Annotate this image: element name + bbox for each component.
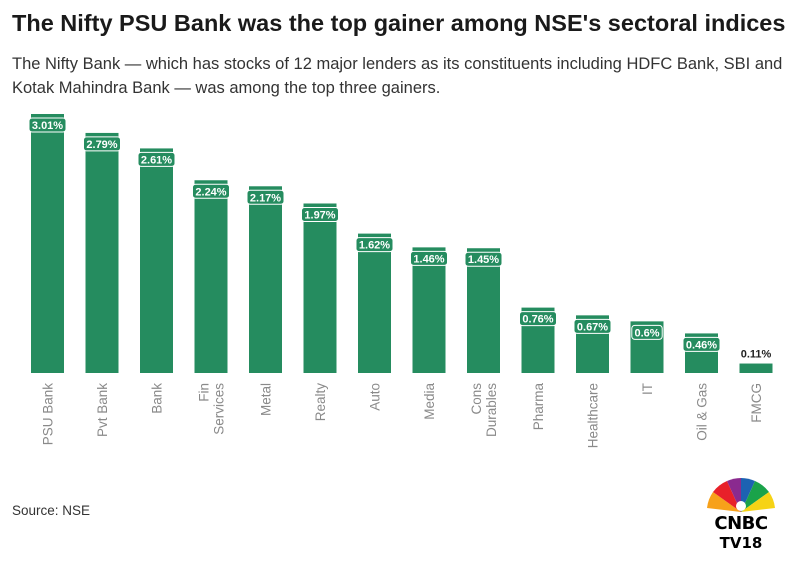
peacock-icon <box>707 477 775 512</box>
category-label-line: IT <box>640 383 655 395</box>
category-label: Cons Durables <box>469 383 499 437</box>
data-label-bg <box>464 251 503 267</box>
category-label: PSU Bank <box>41 383 56 446</box>
category-label: Realty <box>313 383 328 422</box>
category-label: Metal <box>259 383 274 416</box>
chart-subtitle: The Nifty Bank — which has stocks of 12 … <box>12 55 783 97</box>
category-label: IT <box>640 383 655 395</box>
category-label: Bank <box>150 383 165 414</box>
category-label-line: Services <box>212 383 227 435</box>
data-label-bg <box>355 237 394 253</box>
data-label-bg <box>192 183 230 199</box>
category-label-line: Bank <box>150 383 165 414</box>
category-label-line: Cons <box>469 383 484 415</box>
logo-text-tv18: TV18 <box>719 534 763 552</box>
category-label: FMCG <box>749 383 764 423</box>
logo-text-cnbc: CNBC <box>714 513 768 534</box>
category-label-line: Auto <box>368 383 383 411</box>
category-label: Pvt Bank <box>95 383 110 437</box>
bar <box>358 233 391 373</box>
data-label-bg <box>573 318 612 334</box>
data-label: 2.61% <box>141 154 172 166</box>
category-label-line: Metal <box>259 383 274 416</box>
bar <box>249 186 282 373</box>
data-label: 1.45% <box>468 254 499 266</box>
data-label: 0.67% <box>577 321 608 333</box>
category-label-line: Media <box>422 383 437 420</box>
category-label-line: Realty <box>313 383 328 422</box>
bar <box>31 114 64 373</box>
category-label: Media <box>422 383 437 420</box>
cnbc-tv18-logo: CNBC TV18 <box>703 474 779 564</box>
data-label-bg <box>682 336 721 352</box>
data-label: 2.17% <box>250 192 281 204</box>
chart-title: The Nifty PSU Bank was the top gainer am… <box>12 10 786 36</box>
data-label: 1.62% <box>359 240 390 252</box>
category-label: Pharma <box>531 383 546 431</box>
bar <box>412 247 446 373</box>
bar <box>85 132 119 373</box>
bar <box>739 363 773 373</box>
data-label: 1.97% <box>304 209 335 221</box>
bar <box>194 180 228 373</box>
data-label-bg <box>519 311 557 327</box>
data-label: 0.11% <box>741 349 772 361</box>
data-label: 2.79% <box>86 139 117 151</box>
source-note: Source: NSE <box>12 503 91 518</box>
category-label-line: Pharma <box>531 383 546 431</box>
category-label: Oil & Gas <box>695 383 710 441</box>
bar-chart: 3.01% PSU Bank 2.79% Pvt Bank 2.61% Bank 2.24%… <box>28 114 773 448</box>
category-label: Healthcare <box>586 383 601 448</box>
category-label-line: Healthcare <box>586 383 601 448</box>
data-label: 1.46% <box>413 253 444 265</box>
bar <box>140 148 173 373</box>
data-label-bg <box>137 151 176 167</box>
bar <box>467 248 500 373</box>
data-label: 3.01% <box>32 120 63 132</box>
data-label-bg <box>83 136 121 152</box>
category-label-line: Fin <box>197 383 212 402</box>
category-label: Auto <box>368 383 383 411</box>
category-label-line: FMCG <box>749 383 764 423</box>
data-label-bg <box>246 189 285 205</box>
category-label-line: Pvt Bank <box>95 383 110 437</box>
category-label-line: Durables <box>484 383 499 437</box>
data-label: 0.76% <box>522 314 553 326</box>
data-label: 0.6% <box>634 327 659 339</box>
data-label: 0.46% <box>686 339 717 351</box>
data-label-bg <box>28 117 67 133</box>
bar <box>303 203 337 373</box>
data-label-bg <box>410 250 448 266</box>
category-label: Fin Services <box>197 383 227 435</box>
category-label-line: Oil & Gas <box>695 383 710 441</box>
data-label-bg <box>301 206 339 222</box>
data-label-bg <box>631 324 663 340</box>
data-label: 2.24% <box>195 186 226 198</box>
category-label-line: PSU Bank <box>41 383 56 446</box>
